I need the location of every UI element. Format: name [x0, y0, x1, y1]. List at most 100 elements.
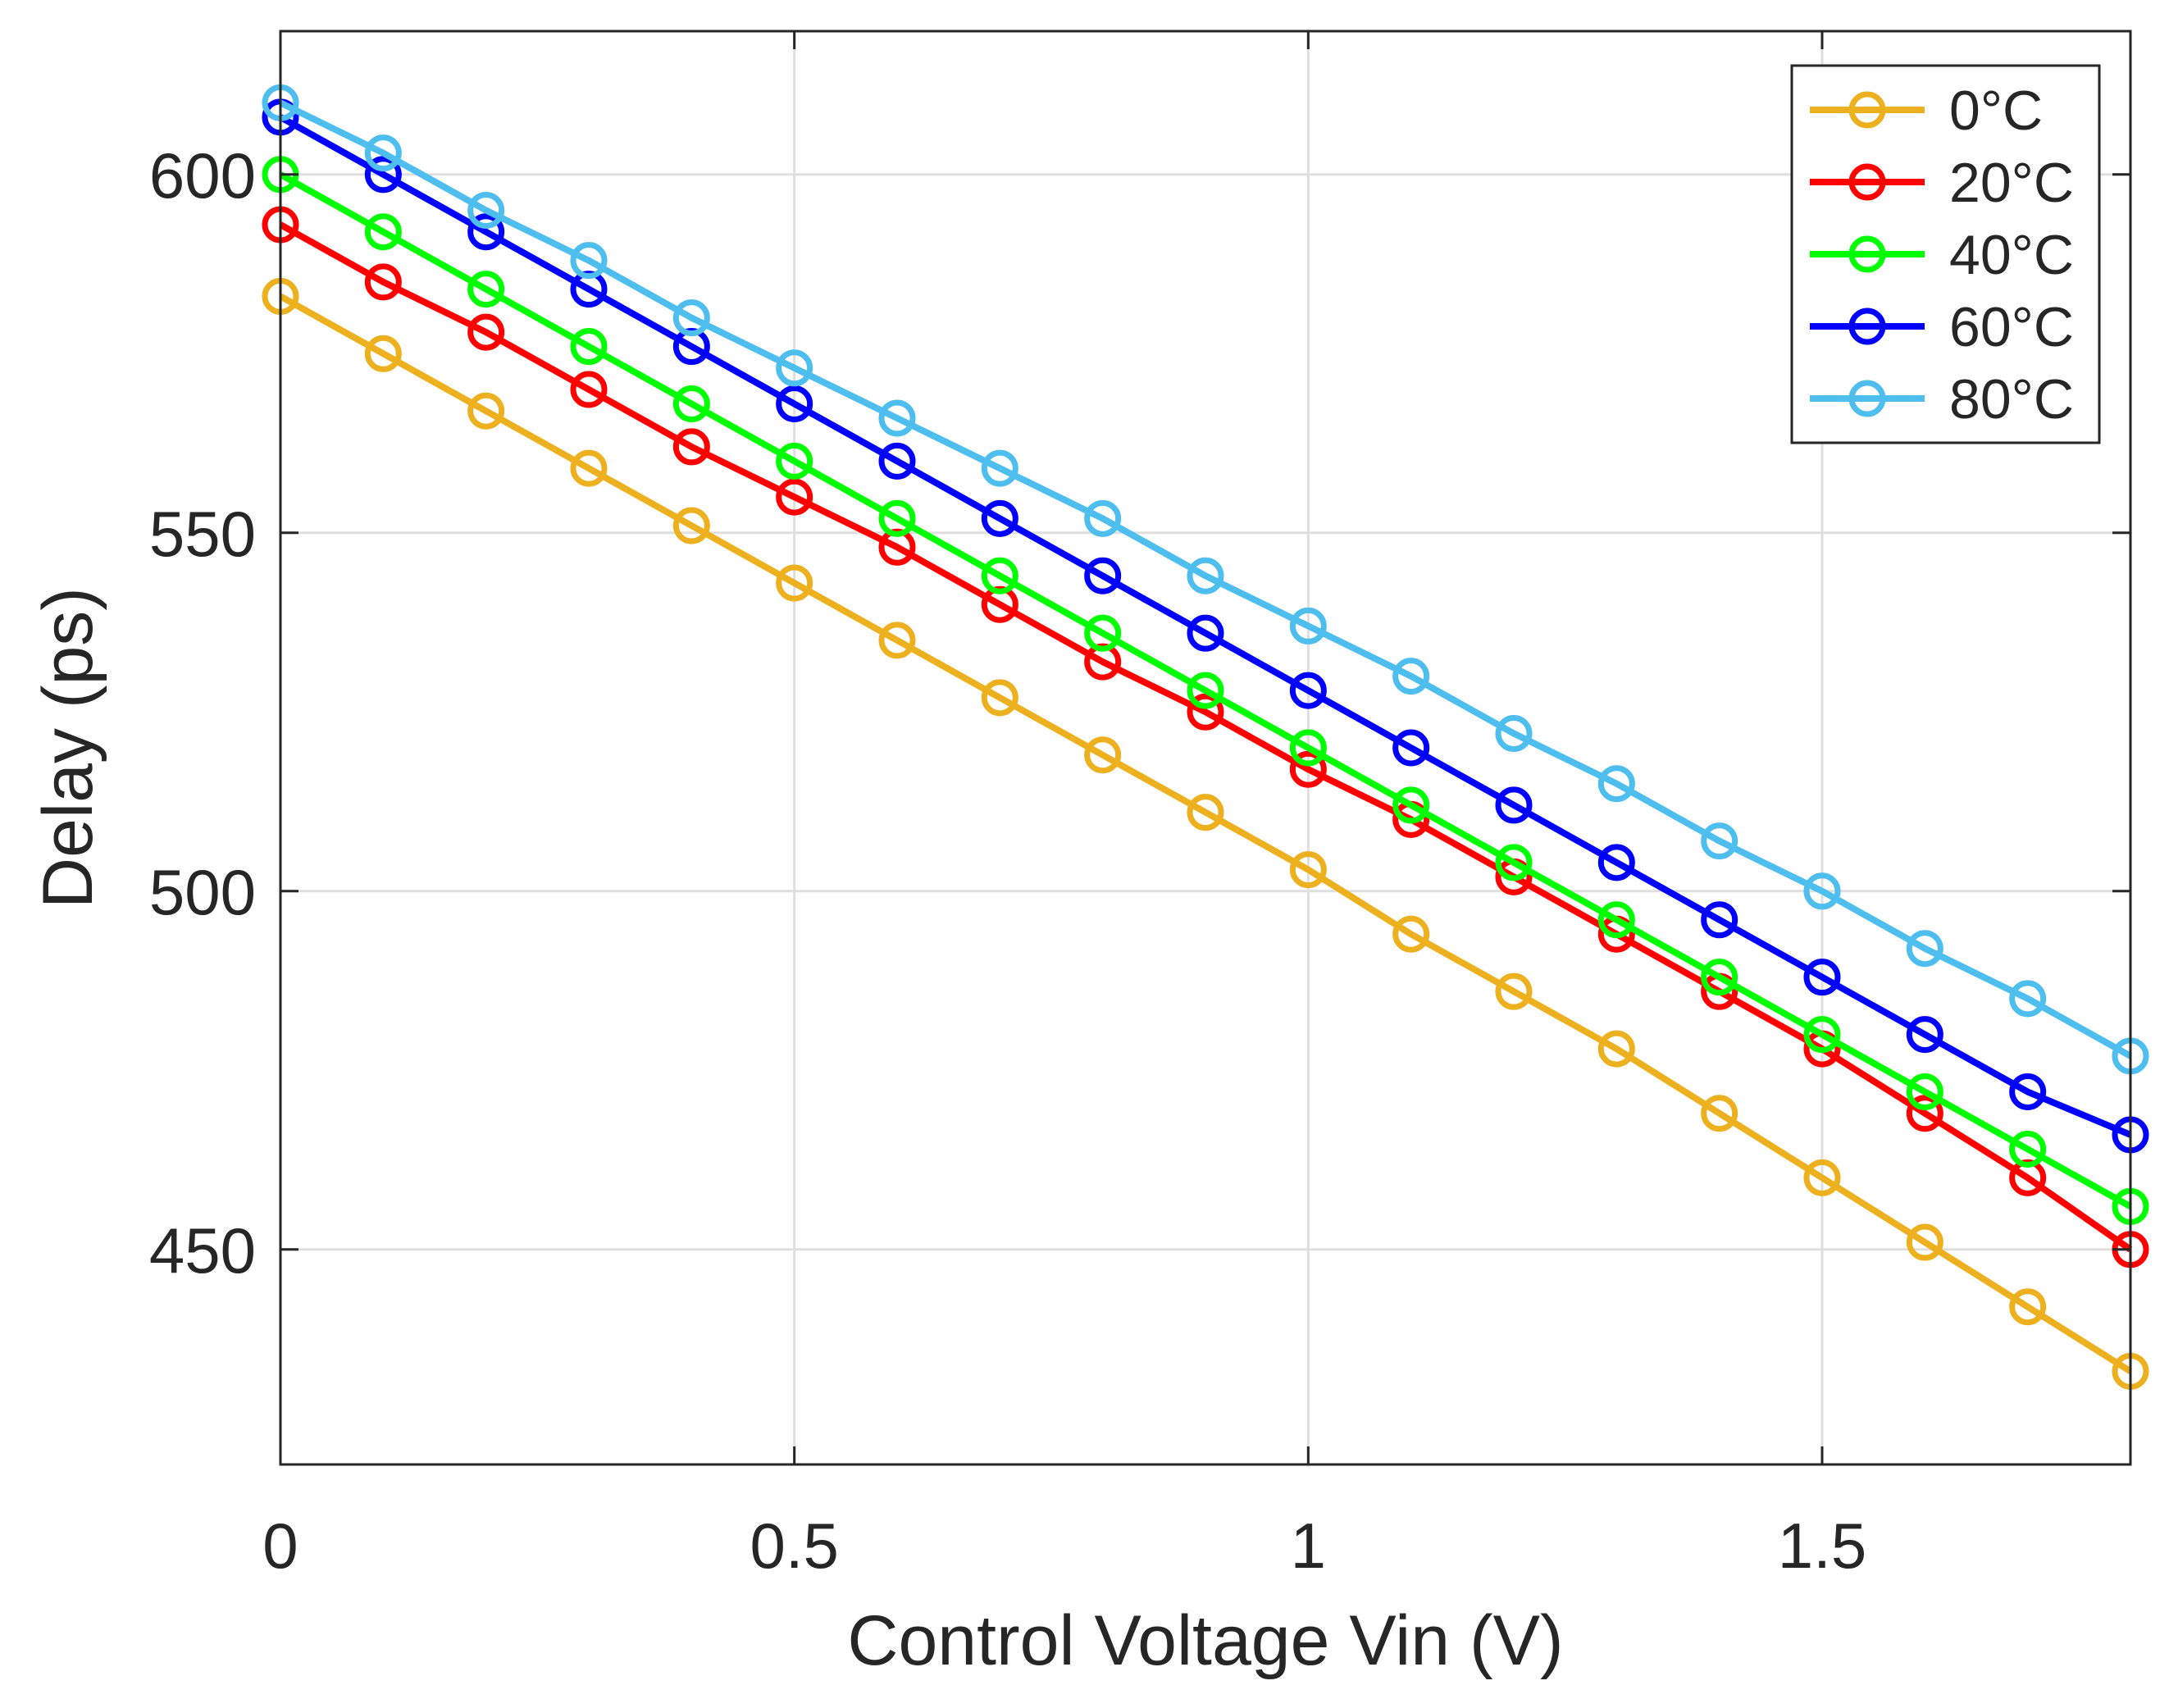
- legend-marker: [1848, 235, 1886, 273]
- x-axis-label: Control Voltage Vin (V): [847, 1601, 1563, 1680]
- data-point: [467, 392, 505, 430]
- data-point: [1084, 614, 1122, 652]
- data-point: [1187, 672, 1224, 709]
- data-point: [1803, 872, 1841, 910]
- y-tick-label: 450: [149, 1214, 256, 1287]
- data-point: [672, 299, 710, 337]
- data-point: [1392, 786, 1430, 824]
- x-tick-label: 1.5: [1778, 1510, 1866, 1582]
- data-point: [878, 399, 916, 437]
- axis-ticks: [279, 31, 2130, 1464]
- data-point: [467, 192, 505, 229]
- data-point: [1495, 715, 1533, 753]
- series-group: [262, 84, 2149, 1390]
- data-point: [1187, 557, 1224, 594]
- data-point: [1597, 901, 1635, 939]
- data-point: [1803, 1016, 1841, 1054]
- data-point: [1289, 729, 1327, 767]
- data-point: [570, 371, 608, 408]
- data-point: [1906, 1073, 1943, 1111]
- series-40°C: [262, 156, 2149, 1225]
- data-point: [2009, 1130, 2047, 1168]
- data-point: [981, 679, 1018, 717]
- data-point: [776, 478, 813, 516]
- data-point: [1392, 915, 1430, 953]
- data-point: [1392, 729, 1430, 767]
- data-point: [1187, 693, 1224, 731]
- data-point: [1701, 901, 1738, 939]
- data-point: [1289, 607, 1327, 644]
- legend-item: 0°C: [1810, 80, 2043, 142]
- data-point: [1495, 844, 1533, 881]
- data-point: [878, 622, 916, 659]
- data-point: [2009, 1073, 2047, 1111]
- data-point: [1495, 786, 1533, 824]
- x-tick-label: 0.5: [750, 1510, 838, 1582]
- data-point: [1289, 672, 1327, 709]
- data-point: [1597, 844, 1635, 881]
- data-point: [981, 557, 1018, 594]
- data-point: [1701, 1095, 1738, 1132]
- data-point: [1289, 851, 1327, 889]
- data-point: [776, 564, 813, 602]
- legend-marker: [1848, 380, 1886, 417]
- data-point: [467, 213, 505, 251]
- data-point: [1701, 959, 1738, 996]
- data-point: [981, 499, 1018, 537]
- data-point: [1187, 794, 1224, 831]
- data-point: [2009, 980, 2047, 1018]
- data-point: [1597, 1030, 1635, 1068]
- data-point: [878, 499, 916, 537]
- series-60°C: [262, 98, 2149, 1154]
- data-point: [1084, 557, 1122, 594]
- legend: 0°C 20°C 40°C 60°C 80°C: [1790, 64, 2101, 444]
- data-point: [1495, 972, 1533, 1010]
- data-point: [878, 442, 916, 480]
- legend-item: 60°C: [1810, 296, 2074, 358]
- data-point: [1803, 1159, 1841, 1196]
- data-point: [570, 242, 608, 280]
- legend-marker: [1848, 163, 1886, 201]
- data-point: [672, 507, 710, 544]
- plot-area-border: [279, 30, 2132, 1466]
- data-point: [1803, 959, 1841, 996]
- legend-marker: [1848, 91, 1886, 129]
- data-point: [1906, 930, 1943, 968]
- data-point: [1906, 1095, 1943, 1132]
- data-point: [1392, 658, 1430, 695]
- data-point: [570, 449, 608, 487]
- data-point: [981, 449, 1018, 487]
- data-point: [1289, 750, 1327, 788]
- x-tick-label: 1: [1291, 1510, 1326, 1582]
- series-line: [279, 99, 2132, 1059]
- legend-label: 20°C: [1949, 152, 2074, 214]
- y-tick-label: 550: [149, 498, 256, 570]
- data-point: [672, 385, 710, 422]
- data-point: [467, 271, 505, 308]
- data-point: [2009, 1288, 2047, 1326]
- series-line: [279, 293, 2133, 1374]
- data-point: [1906, 1016, 1943, 1054]
- data-point: [776, 442, 813, 480]
- legend-item: 20°C: [1810, 152, 2074, 214]
- legend-item: 40°C: [1810, 224, 2074, 286]
- data-point: [364, 134, 402, 172]
- series-line: [279, 171, 2132, 1209]
- data-point: [1084, 736, 1122, 774]
- data-point: [364, 213, 402, 251]
- data-point: [467, 313, 505, 351]
- legend-label: 40°C: [1949, 224, 2074, 286]
- data-point: [1597, 765, 1635, 803]
- data-point: [364, 335, 402, 372]
- legend-marker: [1848, 307, 1886, 345]
- data-point: [1187, 614, 1224, 652]
- x-tick-label: 0: [262, 1510, 298, 1582]
- legend-item: 80°C: [1810, 368, 2074, 430]
- data-point: [1701, 822, 1738, 860]
- legend-label: 60°C: [1949, 296, 2074, 358]
- data-point: [776, 349, 813, 387]
- data-point: [1084, 499, 1122, 537]
- data-point: [776, 385, 813, 422]
- y-axis-label: Delay (ps): [29, 587, 107, 909]
